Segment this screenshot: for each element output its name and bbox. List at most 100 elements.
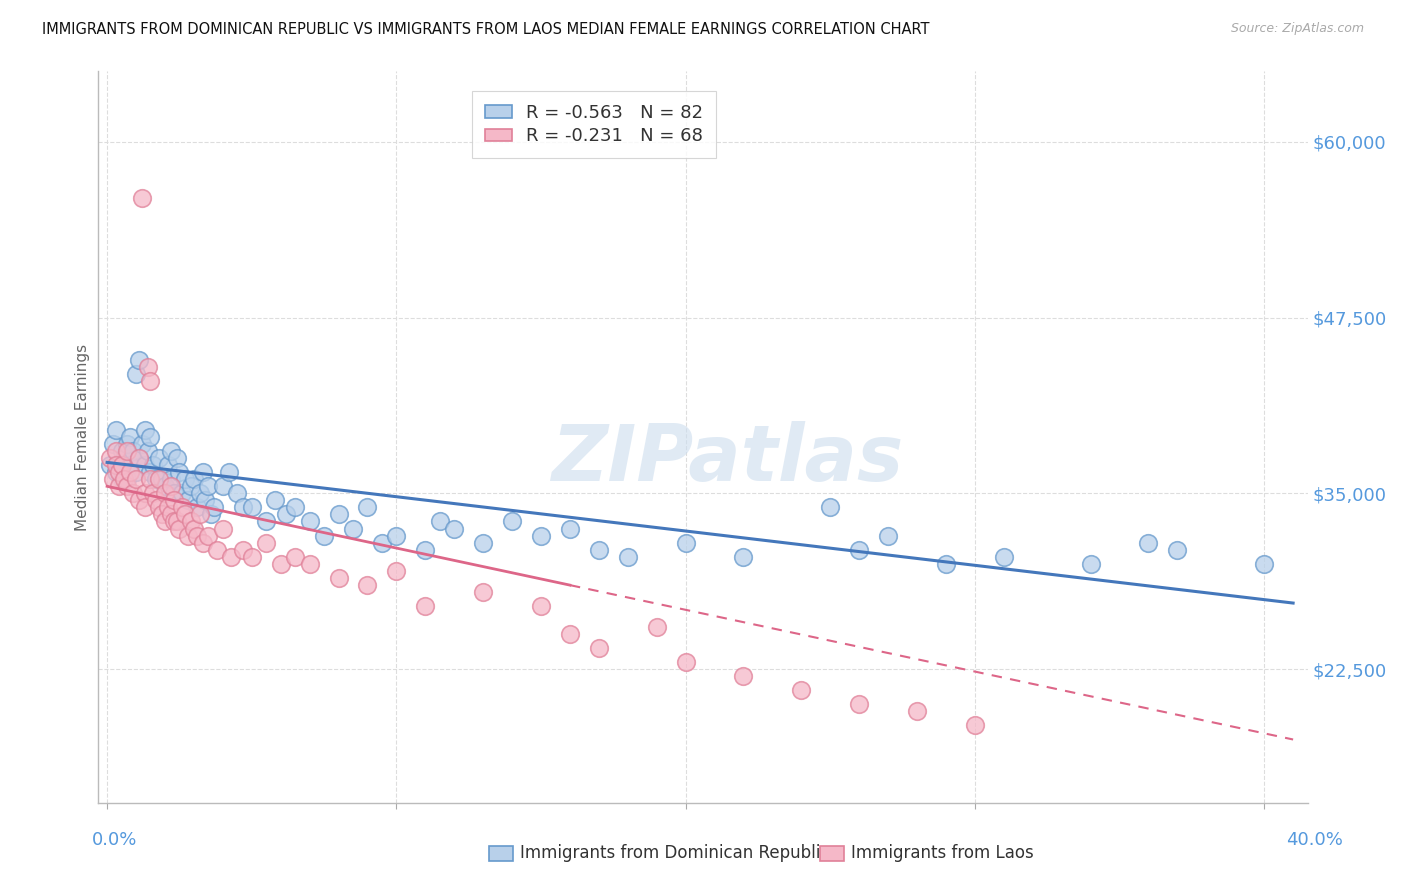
Point	[104, 444, 127, 458]
Point	[136, 444, 159, 458]
Point	[221, 549, 243, 564]
Point	[145, 472, 167, 486]
Point	[125, 367, 148, 381]
Point	[218, 465, 240, 479]
Point	[128, 352, 150, 367]
Point	[413, 599, 436, 613]
Point	[501, 515, 523, 529]
Point	[114, 472, 136, 486]
Point	[211, 479, 233, 493]
Point	[153, 515, 176, 529]
Point	[284, 549, 307, 564]
Point	[963, 718, 986, 732]
Point	[128, 493, 150, 508]
Point	[134, 486, 156, 500]
Point	[98, 458, 121, 473]
Point	[240, 500, 263, 515]
Point	[101, 437, 124, 451]
Point	[284, 500, 307, 515]
Point	[905, 705, 928, 719]
Point	[232, 542, 254, 557]
Point	[276, 508, 298, 522]
Point	[617, 549, 640, 564]
Point	[183, 472, 205, 486]
Point	[107, 458, 129, 473]
Point	[120, 458, 142, 473]
Point	[645, 620, 668, 634]
Point	[191, 535, 214, 549]
Text: 40.0%: 40.0%	[1286, 831, 1343, 849]
Point	[298, 515, 321, 529]
Point	[820, 500, 842, 515]
Point	[169, 465, 191, 479]
Point	[790, 683, 813, 698]
Point	[134, 458, 156, 473]
Text: 0.0%: 0.0%	[91, 831, 136, 849]
Point	[1253, 557, 1275, 571]
Point	[240, 549, 263, 564]
Point	[117, 444, 139, 458]
Point	[675, 535, 697, 549]
Point	[385, 564, 408, 578]
Point	[172, 486, 194, 500]
Point	[472, 584, 495, 599]
Point	[110, 458, 132, 473]
Point	[131, 437, 153, 451]
Point	[104, 423, 127, 437]
Point	[264, 493, 287, 508]
Point	[142, 486, 165, 500]
Point	[298, 557, 321, 571]
Text: Immigrants from Dominican Republic: Immigrants from Dominican Republic	[520, 844, 830, 862]
Point	[156, 458, 179, 473]
Point	[197, 528, 219, 542]
Point	[159, 472, 181, 486]
Point	[429, 515, 451, 529]
Text: Immigrants from Laos: Immigrants from Laos	[851, 844, 1033, 862]
Point	[148, 472, 170, 486]
Point	[270, 557, 292, 571]
Point	[125, 465, 148, 479]
Point	[156, 500, 179, 515]
Point	[110, 472, 132, 486]
Point	[117, 437, 139, 451]
Point	[848, 542, 870, 557]
Point	[232, 500, 254, 515]
Point	[104, 465, 127, 479]
Point	[254, 535, 277, 549]
Point	[104, 458, 127, 473]
Point	[177, 528, 200, 542]
Point	[110, 444, 132, 458]
Point	[136, 359, 159, 374]
Point	[188, 508, 211, 522]
Point	[128, 451, 150, 466]
Point	[935, 557, 957, 571]
Point	[385, 528, 408, 542]
Point	[162, 486, 184, 500]
Point	[356, 500, 378, 515]
Point	[122, 444, 145, 458]
Point	[191, 465, 214, 479]
Y-axis label: Median Female Earnings: Median Female Earnings	[75, 343, 90, 531]
Point	[148, 451, 170, 466]
Point	[180, 515, 202, 529]
Point	[226, 486, 249, 500]
Point	[134, 423, 156, 437]
Point	[162, 515, 184, 529]
Point	[675, 655, 697, 669]
Point	[342, 521, 364, 535]
Point	[183, 521, 205, 535]
Point	[588, 641, 610, 656]
Point	[356, 578, 378, 592]
Point	[312, 528, 335, 542]
Point	[120, 465, 142, 479]
Point	[177, 493, 200, 508]
Point	[205, 542, 228, 557]
Point	[159, 479, 181, 493]
Point	[153, 486, 176, 500]
Point	[194, 493, 217, 508]
Point	[150, 472, 173, 486]
Point	[169, 521, 191, 535]
Point	[159, 444, 181, 458]
Point	[202, 500, 225, 515]
Point	[153, 479, 176, 493]
